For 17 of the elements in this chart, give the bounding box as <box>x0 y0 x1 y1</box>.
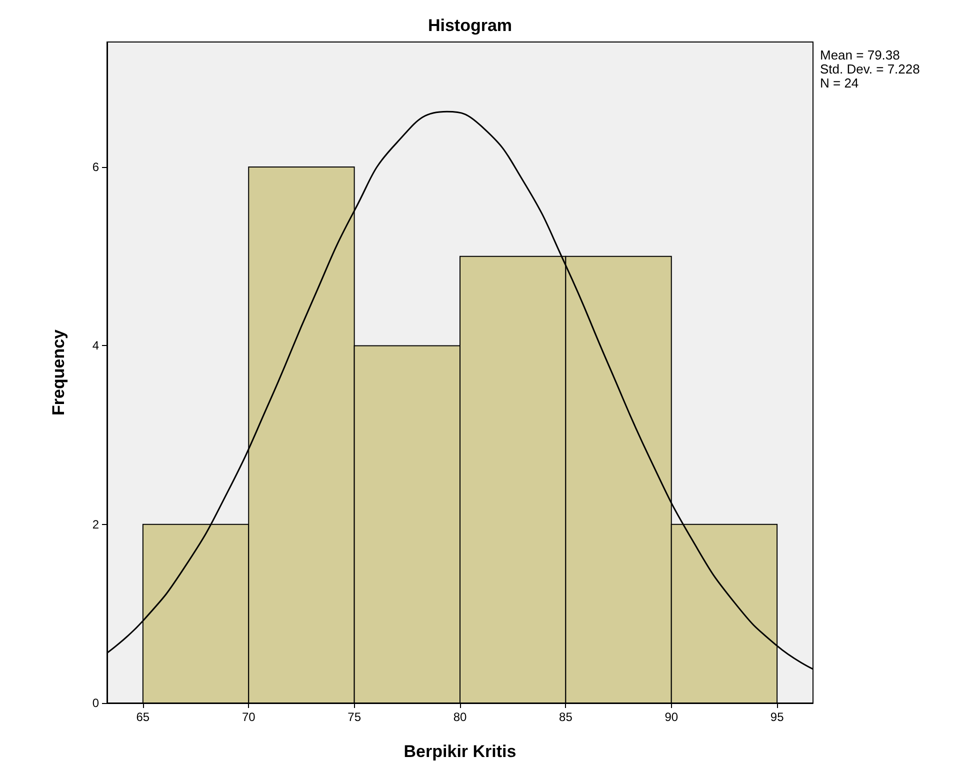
x-tick-label: 85 <box>559 710 573 724</box>
y-axis-title: Frequency <box>49 328 68 416</box>
x-tick-label: 95 <box>770 710 784 724</box>
x-tick-label: 80 <box>453 710 467 724</box>
text: Mean = 79.38 <box>820 48 900 62</box>
y-tick-label: 4 <box>92 338 100 353</box>
text: Std. Dev. = 7.228 <box>820 62 920 76</box>
x-tick-label: 65 <box>136 710 150 724</box>
y-tick-label: 6 <box>92 160 100 174</box>
chart-title: Histogram <box>428 16 512 35</box>
y-tick-label: 2 <box>92 517 100 532</box>
text: N = 24 <box>820 76 859 90</box>
y-tick-label: 0 <box>92 696 100 710</box>
x-axis-title: Berpikir Kritis <box>404 742 516 761</box>
x-tick-label: 75 <box>348 710 362 724</box>
x-tick-label: 90 <box>664 710 678 724</box>
x-tick-label: 70 <box>242 710 256 724</box>
